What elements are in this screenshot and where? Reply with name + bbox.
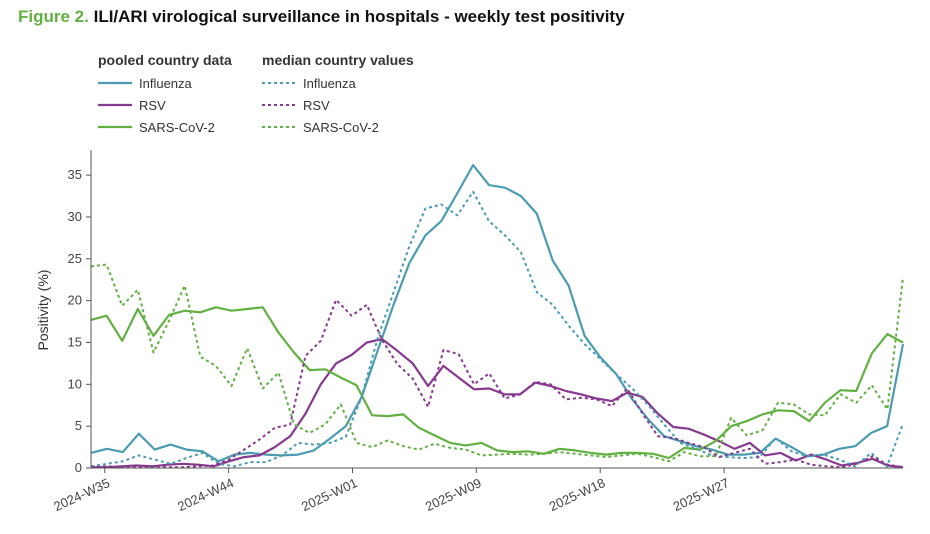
x-tick-label: 2025-W09 [423, 475, 484, 514]
legend-heading-pooled: pooled country data [98, 52, 232, 68]
median-influenza-line [90, 190, 904, 468]
x-tick-label: 2025-W01 [299, 475, 360, 514]
legend-label-median-rsv: RSV [303, 98, 330, 113]
y-tick-label: 20 [68, 293, 82, 308]
y-axis: 0 5 10 15 20 25 30 35 [68, 167, 91, 475]
x-tick-label: 2024-W35 [51, 475, 112, 514]
figure-title: Figure 2. ILI/ARI virological surveillan… [18, 7, 625, 27]
pooled-influenza-line [90, 164, 905, 463]
x-tick-label: 2025-W18 [547, 475, 608, 514]
y-tick-label: 25 [68, 251, 82, 266]
legend-label-pooled-sars-cov-2: SARS-CoV-2 [139, 120, 215, 135]
x-tick-label: 2024-W44 [175, 475, 236, 514]
y-tick-label: 15 [68, 334, 82, 349]
legend-label-median-influenza: Influenza [303, 76, 357, 91]
y-tick-label: 5 [75, 418, 82, 433]
pooled-rsv-line [91, 338, 904, 469]
median-sars-cov-2-line [90, 263, 904, 463]
x-tick-label: 2025-W27 [671, 475, 732, 514]
legend: pooled country data median country value… [98, 52, 414, 135]
legend-label-median-sars-cov-2: SARS-CoV-2 [303, 120, 379, 135]
legend-heading-median: median country values [262, 52, 414, 68]
y-tick-label: 0 [75, 460, 82, 475]
y-tick-label: 30 [68, 209, 82, 224]
median-rsv-line [90, 298, 904, 469]
series-lines [90, 164, 905, 469]
y-tick-label: 10 [68, 376, 82, 391]
legend-label-pooled-influenza: Influenza [139, 76, 193, 91]
y-axis-title: Positivity (%) [35, 270, 51, 351]
x-axis: 2024-W35 2024-W44 2025-W01 2025-W09 2025-W18… [51, 468, 731, 514]
figure-title-text: ILI/ARI virological surveillance in hosp… [93, 7, 625, 26]
figure-label: Figure 2. [18, 7, 89, 26]
legend-label-pooled-rsv: RSV [139, 98, 166, 113]
y-tick-label: 35 [68, 167, 82, 182]
pooled-sars-cov-2-line [90, 306, 904, 460]
